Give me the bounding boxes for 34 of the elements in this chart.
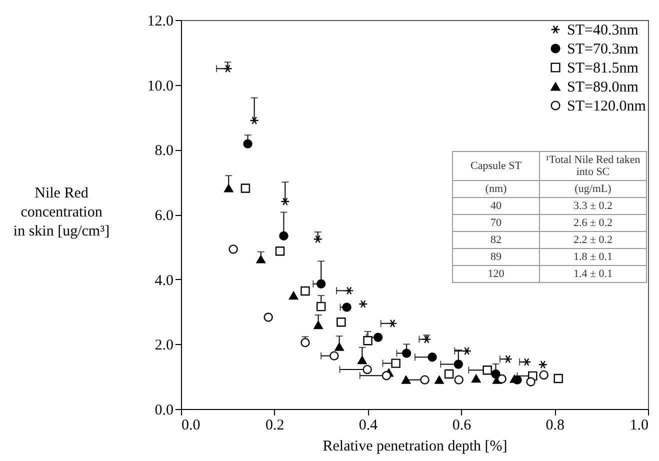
legend-label: ST=81.5nm [567,60,639,76]
x-tick-label: 0.0 [182,418,200,434]
legend-label: ST=89.0nm [567,80,639,96]
x-tick-label: 0.8 [546,418,564,434]
y-tick-label: 6.0 [154,208,174,224]
annotation: 2.6 ± 0.2 [540,214,646,232]
annotation: 82 [452,232,540,248]
x-tick-label: 0.4 [358,418,378,434]
x-tick-label: 0.2 [266,418,284,434]
annotation: 40 [452,198,540,214]
y-tick-label: 12.0 [147,14,174,30]
annotation: ¹Total Nile Red taken into SC [540,152,646,180]
y-tick-label: 4.0 [154,272,174,289]
annotation: Capsule ST [452,152,540,180]
annotation: (nm) [452,180,540,198]
annotation: 2.2 ± 0.2 [540,232,646,248]
x-tick-label: 0.6 [452,418,472,434]
x-tick-label: 1.0 [630,418,648,434]
y-axis-title: Nile Red concentration in skin [ug/cm³] [13,186,110,240]
y-tick-label: 10.0 [147,78,174,94]
annotation: 89 [452,248,540,266]
legend-label: ST=120.0nm [567,98,646,114]
y-tick-label: 2.0 [154,338,174,354]
annotation: 120 [452,266,540,282]
annotation: 1.4 ± 0.1 [540,266,646,282]
x-axis-title: Relative penetration depth [%] [322,438,508,454]
legend-label: ST=40.3nm [567,22,639,38]
legend-label: ST=70.3nm [567,42,639,58]
y-tick-label: 8.0 [154,143,174,160]
y-tick-label: 0.0 [154,402,174,418]
annotation: 3.3 ± 0.2 [540,198,646,214]
annotation: 1.8 ± 0.1 [540,248,646,266]
annotation: 70 [452,214,540,232]
annotation: (ug/mL) [540,180,646,198]
